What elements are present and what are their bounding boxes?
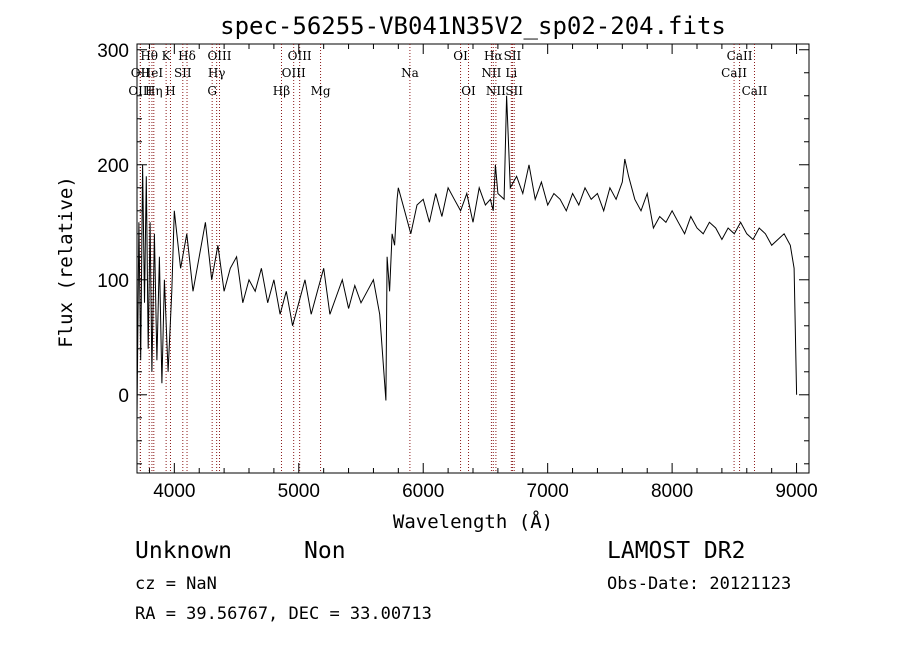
plot-frame [136, 43, 810, 474]
line-label-15: Mg [311, 84, 331, 98]
x-tick-label-8000: 8000 [651, 481, 693, 502]
line-label-8: Hδ [178, 49, 196, 63]
y-tick-label-0: 0 [118, 386, 129, 407]
line-label-2: OIII [128, 84, 152, 98]
survey-name: LAMOST DR2 [607, 538, 746, 564]
x-tick-label-4000: 4000 [153, 481, 195, 502]
line-label-6: SII [174, 66, 192, 80]
line-label-10: Hγ [208, 66, 226, 80]
x-tick-label-7000: 7000 [527, 481, 569, 502]
y-axis-label: Flux (relative) [55, 176, 77, 348]
line-label-13: OIII [288, 49, 312, 63]
x-tick-label-9000: 9000 [775, 481, 817, 502]
y-tick-label-300: 300 [97, 41, 129, 62]
object-class: Unknown [135, 538, 232, 564]
line-label-26: CaII [721, 66, 747, 80]
ra-dec-coordinates: RA = 39.56767, DEC = 33.00713 [135, 604, 432, 624]
line-label-0: Hθ [140, 49, 158, 63]
line-label-12: Hβ [273, 84, 290, 98]
x-tick-label-5000: 5000 [278, 481, 320, 502]
y-tick-label-200: 200 [97, 156, 129, 177]
line-label-27: CaII [742, 84, 768, 98]
line-label-14: OIII [282, 66, 306, 80]
redshift-cz: cz = NaN [135, 574, 217, 594]
line-label-25: CaII [727, 49, 753, 63]
line-label-16: Na [401, 66, 419, 80]
x-tick-label-6000: 6000 [402, 481, 444, 502]
line-label-20: NII [481, 66, 501, 80]
emission-line-markers [139, 44, 755, 473]
chart-title: spec-56255-VB041N35V2_sp02-204.fits [220, 12, 726, 40]
object-subclass: Non [304, 538, 346, 564]
line-label-24: SII [505, 84, 523, 98]
spectrum-series-line [136, 95, 798, 418]
y-tick-label-100: 100 [97, 271, 129, 292]
line-label-17: OI [453, 49, 468, 63]
line-label-19: Hα [484, 49, 503, 63]
line-label-18: OI [461, 84, 476, 98]
line-label-5: K [162, 49, 172, 63]
line-label-7: H [165, 84, 175, 98]
line-label-3: HeI [141, 66, 164, 80]
line-label-23: Li [505, 66, 517, 80]
line-label-11: G [207, 84, 217, 98]
x-axis-label: Wavelength (Å) [393, 510, 553, 533]
line-label-9: OIII [207, 49, 231, 63]
axis-ticks: 4000 5000 6000 7000 8000 9000 0 100 200 300 [97, 41, 817, 502]
observation-date: Obs-Date: 20121123 [607, 574, 792, 594]
line-label-22: SII [504, 49, 522, 63]
line-label-21: NII [486, 84, 506, 98]
line-label-4: Hη [145, 84, 163, 98]
